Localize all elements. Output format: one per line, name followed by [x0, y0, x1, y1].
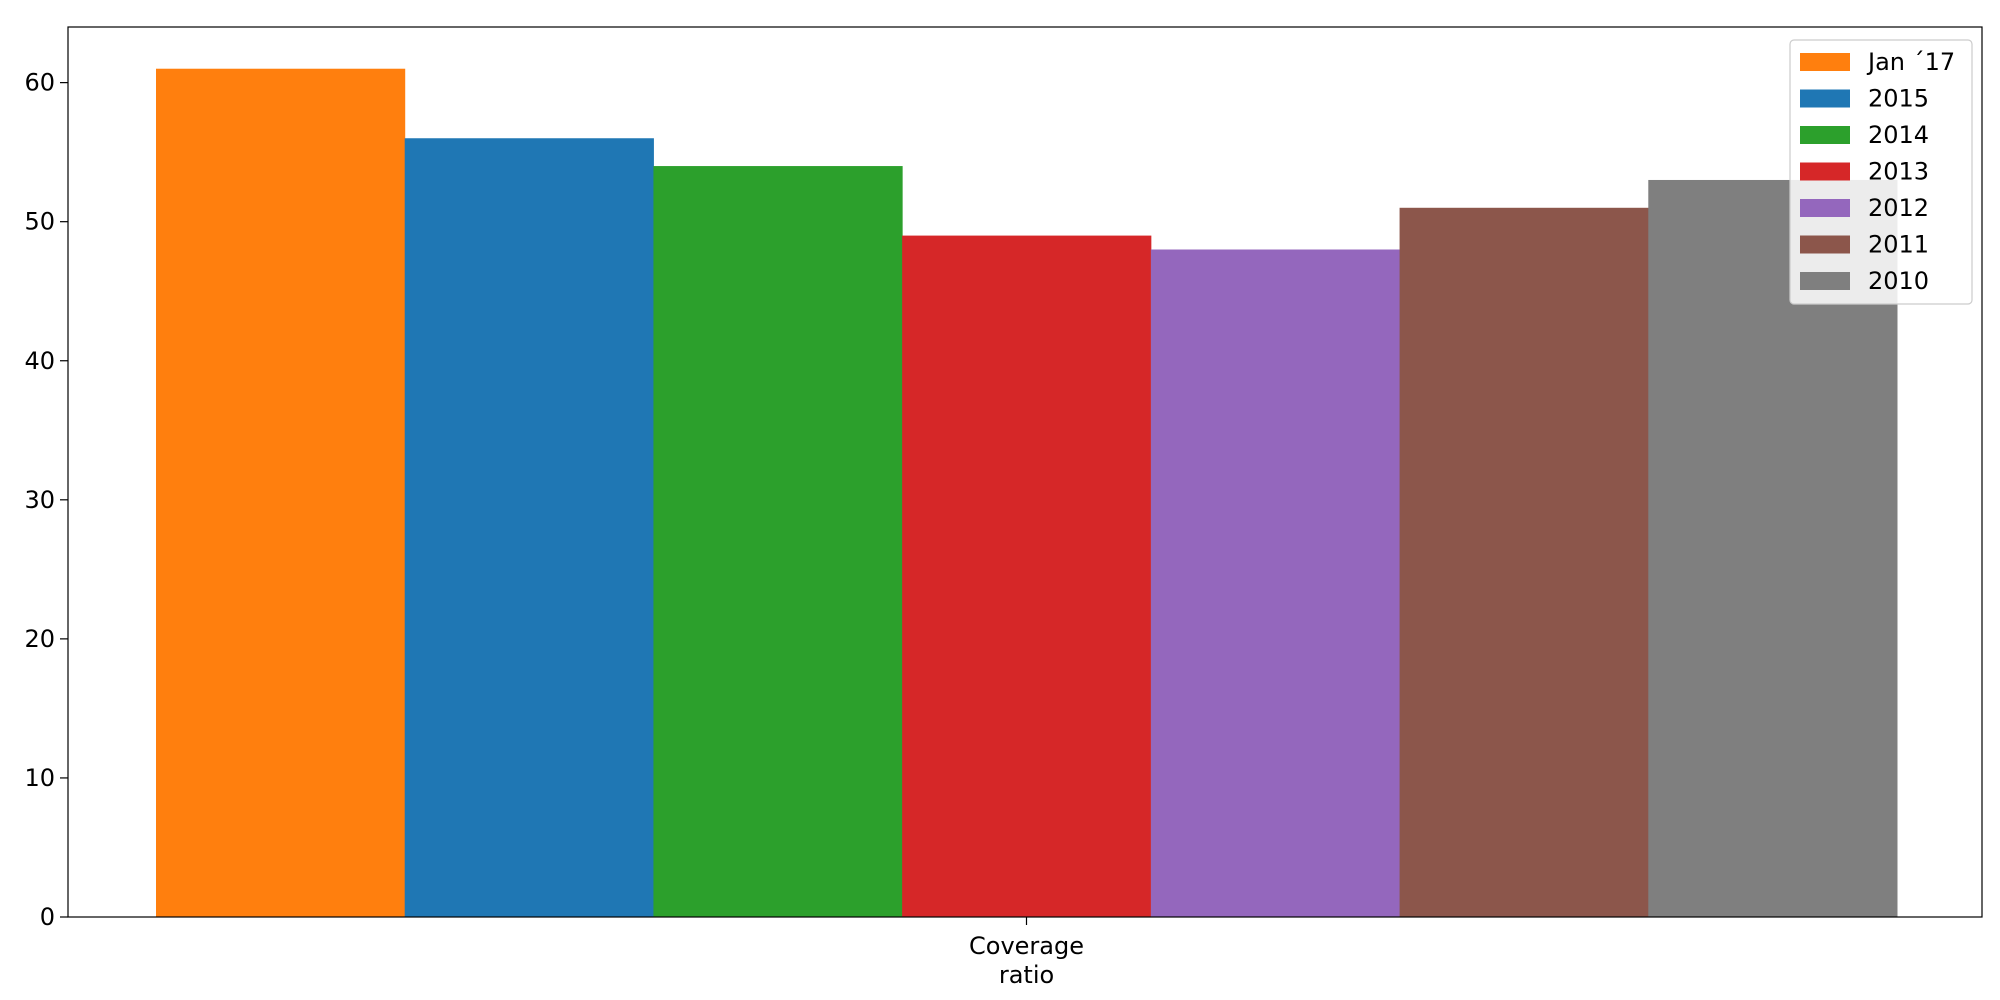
y-tick-label: 40 [24, 347, 55, 375]
y-tick-label: 20 [24, 625, 55, 653]
legend-swatch [1800, 126, 1850, 144]
legend-swatch [1800, 272, 1850, 290]
legend-label: 2015 [1868, 85, 1929, 113]
y-tick-label: 60 [24, 69, 55, 97]
x-axis: Coverage ratio [969, 917, 1084, 989]
x-tick-label-line: Coverage [969, 932, 1084, 960]
legend-label: 2013 [1868, 158, 1929, 186]
legend-label: Jan ´17 [1866, 48, 1955, 76]
legend-label: 2010 [1868, 267, 1929, 295]
legend-swatch [1800, 235, 1850, 254]
legend-label: 2014 [1868, 121, 1929, 149]
bar-2014 [653, 166, 903, 917]
legend: Jan ´17 2015 2014 2013 2012 2011 2010 [1789, 39, 1973, 305]
legend-swatch [1800, 162, 1850, 181]
legend-swatch [1800, 53, 1850, 71]
legend-label: 2011 [1868, 231, 1929, 259]
y-axis: 0 10 20 30 40 50 60 [24, 69, 68, 931]
bar-2013 [902, 235, 1152, 918]
legend-swatch [1800, 89, 1850, 108]
bar-2015 [404, 138, 654, 917]
bar-jan-17 [156, 68, 406, 918]
plot-frame [67, 26, 1983, 918]
legend-label: 2012 [1868, 194, 1929, 222]
bar-2012 [1150, 249, 1401, 917]
x-tick-label-line: ratio [999, 961, 1054, 989]
x-tick-label: Coverage ratio [969, 932, 1084, 989]
y-tick-label: 30 [24, 486, 55, 514]
legend-swatch [1800, 199, 1850, 217]
bars-group [156, 68, 1898, 918]
y-tick-label: 10 [24, 764, 55, 792]
y-tick-label: 0 [40, 903, 55, 931]
bar-2011 [1399, 207, 1649, 917]
y-tick-label: 50 [24, 208, 55, 236]
